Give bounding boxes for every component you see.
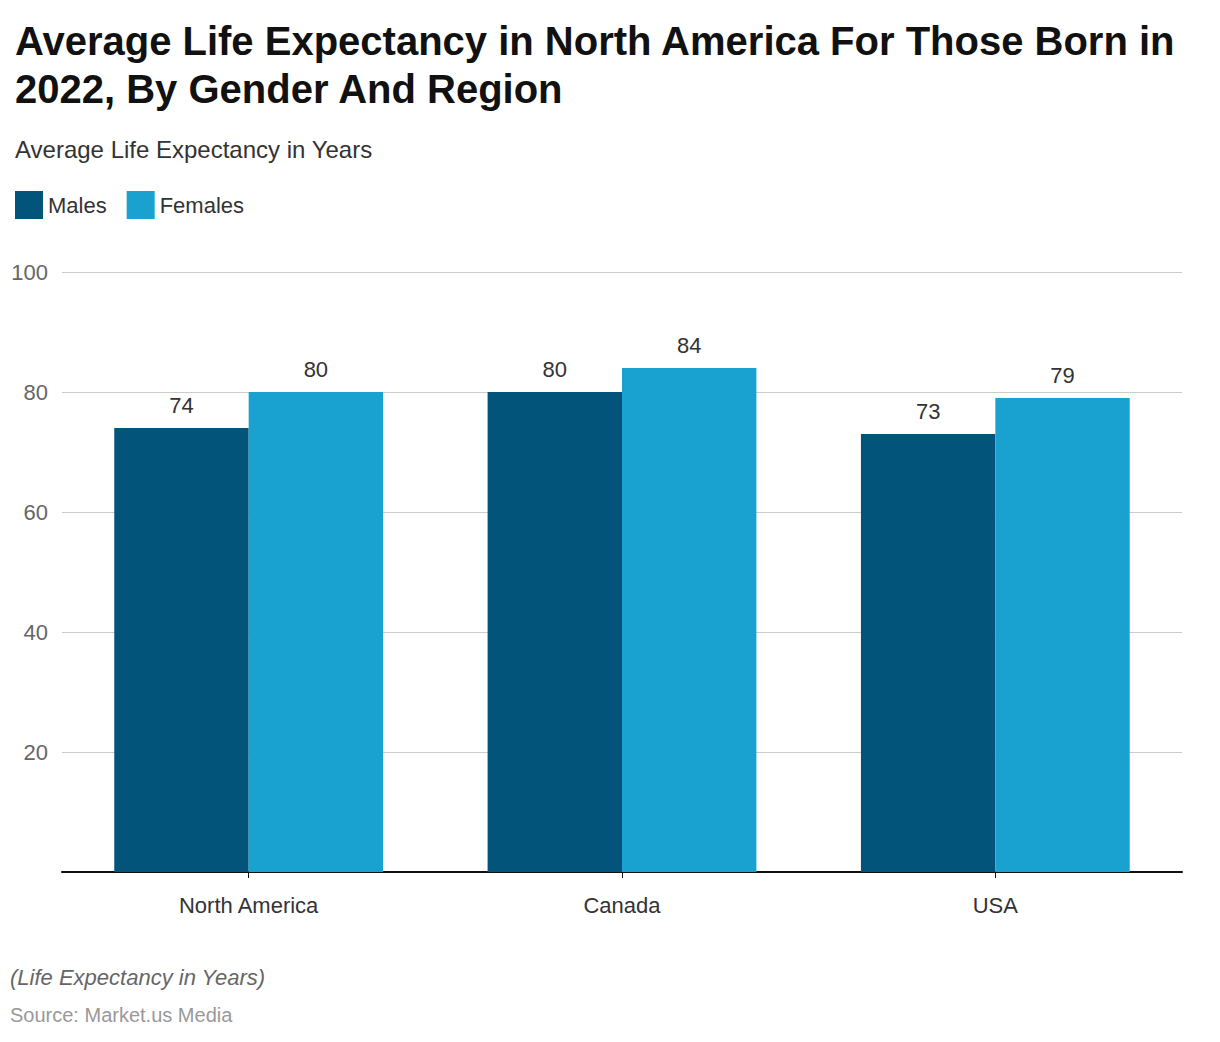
svg-text:Average Life Expectancy in Yea: Average Life Expectancy in Years: [15, 136, 372, 163]
svg-text:USA: USA: [973, 893, 1019, 918]
svg-text:60: 60: [24, 500, 48, 525]
svg-text:Females: Females: [160, 193, 244, 218]
svg-text:North America: North America: [179, 893, 319, 918]
svg-text:80: 80: [304, 357, 328, 382]
svg-text:2022, By Gender And Region: 2022, By Gender And Region: [15, 67, 563, 111]
svg-text:Source: Market.us Media: Source: Market.us Media: [10, 1004, 233, 1026]
svg-text:20: 20: [24, 740, 48, 765]
svg-text:79: 79: [1050, 363, 1074, 388]
svg-text:100: 100: [11, 260, 48, 285]
svg-text:84: 84: [677, 333, 701, 358]
svg-text:80: 80: [24, 380, 48, 405]
svg-text:80: 80: [543, 357, 567, 382]
svg-text:74: 74: [169, 393, 193, 418]
svg-text:73: 73: [916, 399, 940, 424]
svg-text:Canada: Canada: [583, 893, 661, 918]
svg-text:(Life Expectancy in Years): (Life Expectancy in Years): [10, 965, 265, 990]
svg-text:Average Life Expectancy in Nor: Average Life Expectancy in North America…: [15, 19, 1186, 63]
svg-text:Males: Males: [48, 193, 107, 218]
svg-text:40: 40: [24, 620, 48, 645]
